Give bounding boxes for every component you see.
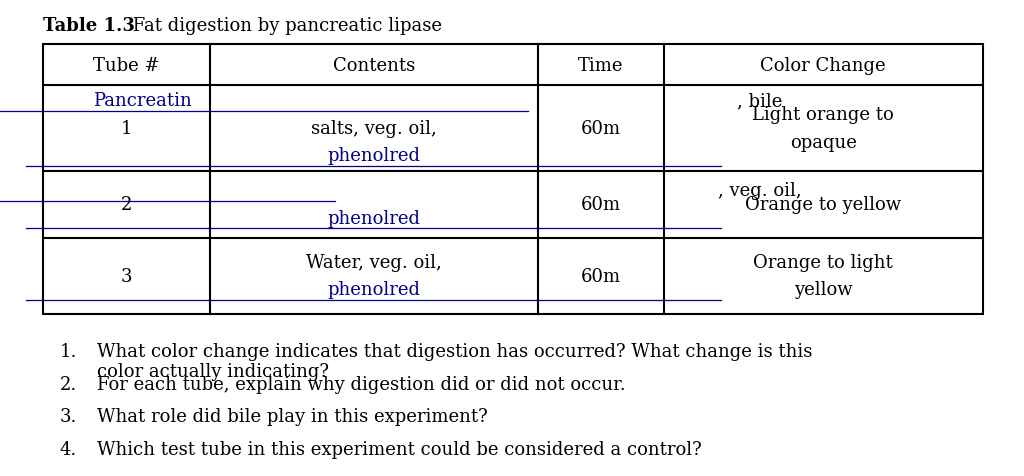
Text: 60m: 60m (581, 119, 621, 138)
Bar (43, 45, 983, 314)
Text: Color Change: Color Change (761, 57, 886, 74)
Text: Pancreatin: Pancreatin (93, 92, 191, 110)
Text: salts, veg. oil,: salts, veg. oil, (311, 119, 436, 138)
Text: For each tube, explain why digestion did or did not occur.: For each tube, explain why digestion did… (97, 375, 626, 393)
Text: Tube #: Tube # (93, 57, 160, 74)
Text: , bile: , bile (737, 92, 782, 110)
Text: What color change indicates that digestion has occurred? What change is this: What color change indicates that digesti… (97, 343, 813, 361)
Text: phenolred: phenolred (328, 209, 420, 228)
Text: 60m: 60m (581, 267, 621, 285)
Text: opaque: opaque (790, 133, 857, 151)
Text: 2.: 2. (59, 375, 77, 393)
Text: yellow: yellow (794, 281, 853, 299)
Text: Which test tube in this experiment could be considered a control?: Which test tube in this experiment could… (97, 440, 702, 458)
Text: 1.: 1. (59, 343, 77, 361)
Text: phenolred: phenolred (328, 147, 420, 165)
Text: Table 1.3: Table 1.3 (43, 17, 135, 35)
Text: 1: 1 (121, 119, 132, 138)
Text: Time: Time (578, 57, 624, 74)
Text: 2: 2 (121, 196, 132, 214)
Text: Light orange to: Light orange to (753, 106, 894, 124)
Text: Orange to yellow: Orange to yellow (745, 196, 901, 214)
Text: color actually indicating?: color actually indicating? (97, 362, 330, 380)
Text: 60m: 60m (581, 196, 621, 214)
Text: , veg. oil,: , veg. oil, (718, 182, 802, 200)
Text: Contents: Contents (333, 57, 415, 74)
Text: 3.: 3. (59, 407, 77, 426)
Text: What role did bile play in this experiment?: What role did bile play in this experime… (97, 407, 488, 426)
Text: 3: 3 (121, 267, 132, 285)
Text: Water, veg. oil,: Water, veg. oil, (306, 253, 441, 271)
Text: Fat digestion by pancreatic lipase: Fat digestion by pancreatic lipase (127, 17, 442, 35)
Text: phenolred: phenolred (328, 281, 420, 299)
Text: 4.: 4. (59, 440, 77, 458)
Text: Orange to light: Orange to light (754, 253, 893, 271)
